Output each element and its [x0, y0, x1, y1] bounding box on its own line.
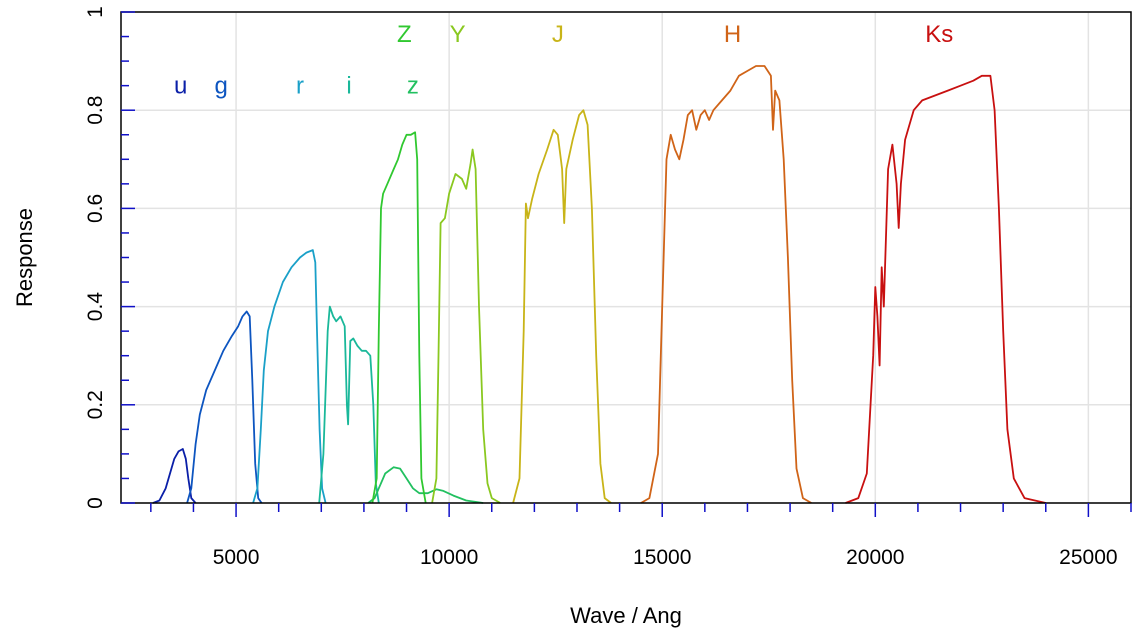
- x-axis: 5000 10000 15000 20000 25000: [150, 503, 1132, 569]
- band-label-J: J: [552, 21, 564, 48]
- curve-u: [152, 448, 197, 504]
- y-tick-label: 0.4: [84, 292, 107, 322]
- curve-Ks: [845, 74, 1047, 504]
- band-label-z: z: [407, 73, 419, 100]
- y-tick-label: 0.6: [84, 194, 107, 223]
- plot-frame: [120, 11, 1132, 504]
- y-axis-title: Response: [12, 208, 37, 307]
- curve-i: [318, 305, 380, 504]
- x-tick-label: 20000: [846, 546, 904, 569]
- band-label-i: i: [346, 73, 351, 100]
- curve-H: [640, 65, 812, 504]
- y-axis: 0 0.2 0.4 0.6 0.8 1: [84, 6, 135, 509]
- x-axis-title: Wave / Ang: [570, 603, 682, 628]
- band-label-Z: Z: [397, 21, 412, 48]
- filter-curves: [152, 65, 1047, 504]
- band-label-g: g: [214, 73, 227, 100]
- y-tick-label: 0.8: [84, 96, 107, 125]
- curve-r: [252, 249, 327, 504]
- y-tick-label: 0: [84, 497, 107, 509]
- x-tick-label: 5000: [213, 546, 260, 569]
- band-label-r: r: [296, 73, 304, 100]
- grid-lines: [121, 11, 1131, 504]
- band-label-u: u: [174, 73, 187, 100]
- curve-z: [367, 466, 484, 504]
- curve-J: [512, 109, 612, 504]
- x-tick-label: 10000: [420, 546, 478, 569]
- curve-Z: [371, 131, 427, 504]
- band-label-H: H: [724, 21, 741, 48]
- y-tick-label: 1: [84, 6, 107, 18]
- curve-g: [186, 310, 263, 504]
- x-tick-label: 15000: [633, 546, 691, 569]
- x-tick-label: 25000: [1059, 546, 1117, 569]
- band-label-Ks: Ks: [925, 21, 953, 48]
- curve-Y: [431, 148, 501, 504]
- band-label-Y: Y: [450, 21, 466, 48]
- y-tick-label: 0.2: [84, 390, 107, 419]
- band-labels: u g r i zZ Y J H Ks: [174, 21, 953, 100]
